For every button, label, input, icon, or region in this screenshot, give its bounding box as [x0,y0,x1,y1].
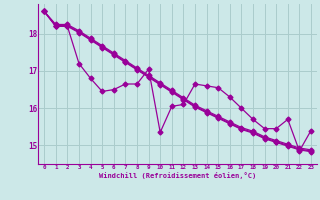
X-axis label: Windchill (Refroidissement éolien,°C): Windchill (Refroidissement éolien,°C) [99,172,256,179]
